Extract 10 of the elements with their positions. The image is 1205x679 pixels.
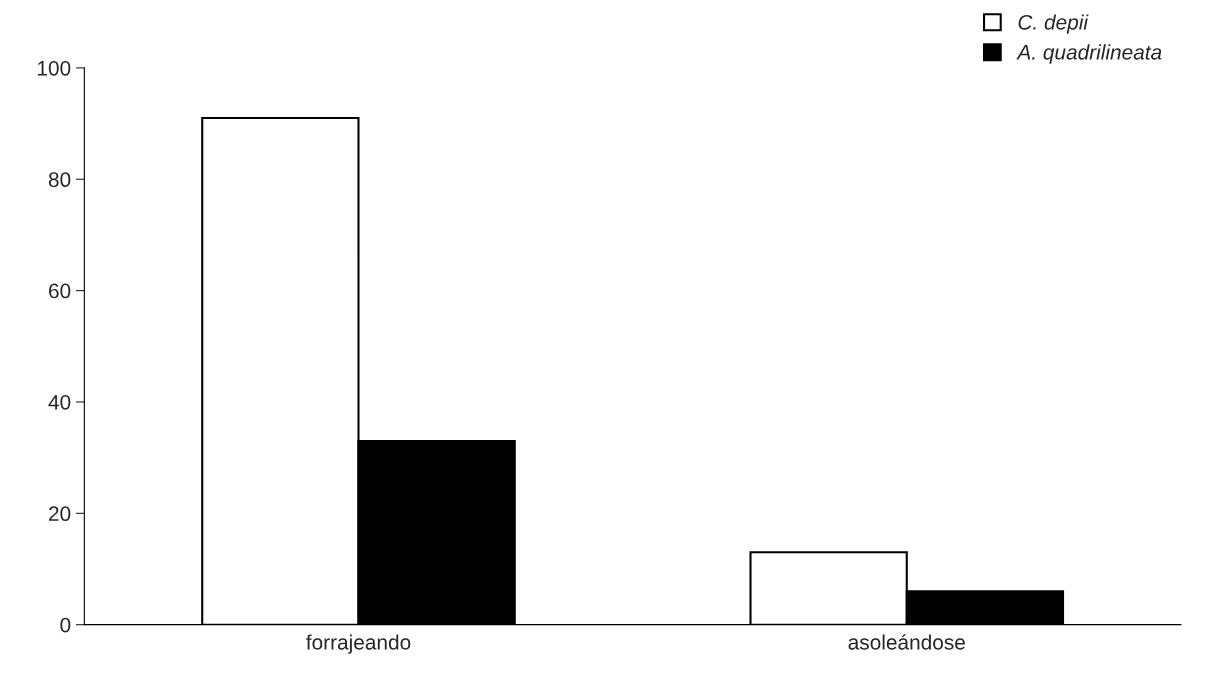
y-tick-label: 60 bbox=[49, 283, 71, 299]
y-tick-label: 80 bbox=[48, 172, 71, 188]
y-tick-label: 0 bbox=[60, 617, 71, 633]
y-tick-label: 40 bbox=[48, 394, 71, 410]
y-tick-label: 20 bbox=[49, 506, 71, 522]
legend-label: A. quadrilineata bbox=[1016, 44, 1162, 64]
x-tick-label: forrajeando bbox=[306, 634, 411, 654]
y-tick-label: 100 bbox=[37, 60, 71, 76]
legend-label: C. depii bbox=[1018, 14, 1089, 34]
x-tick-label: asoleándose bbox=[848, 634, 965, 650]
